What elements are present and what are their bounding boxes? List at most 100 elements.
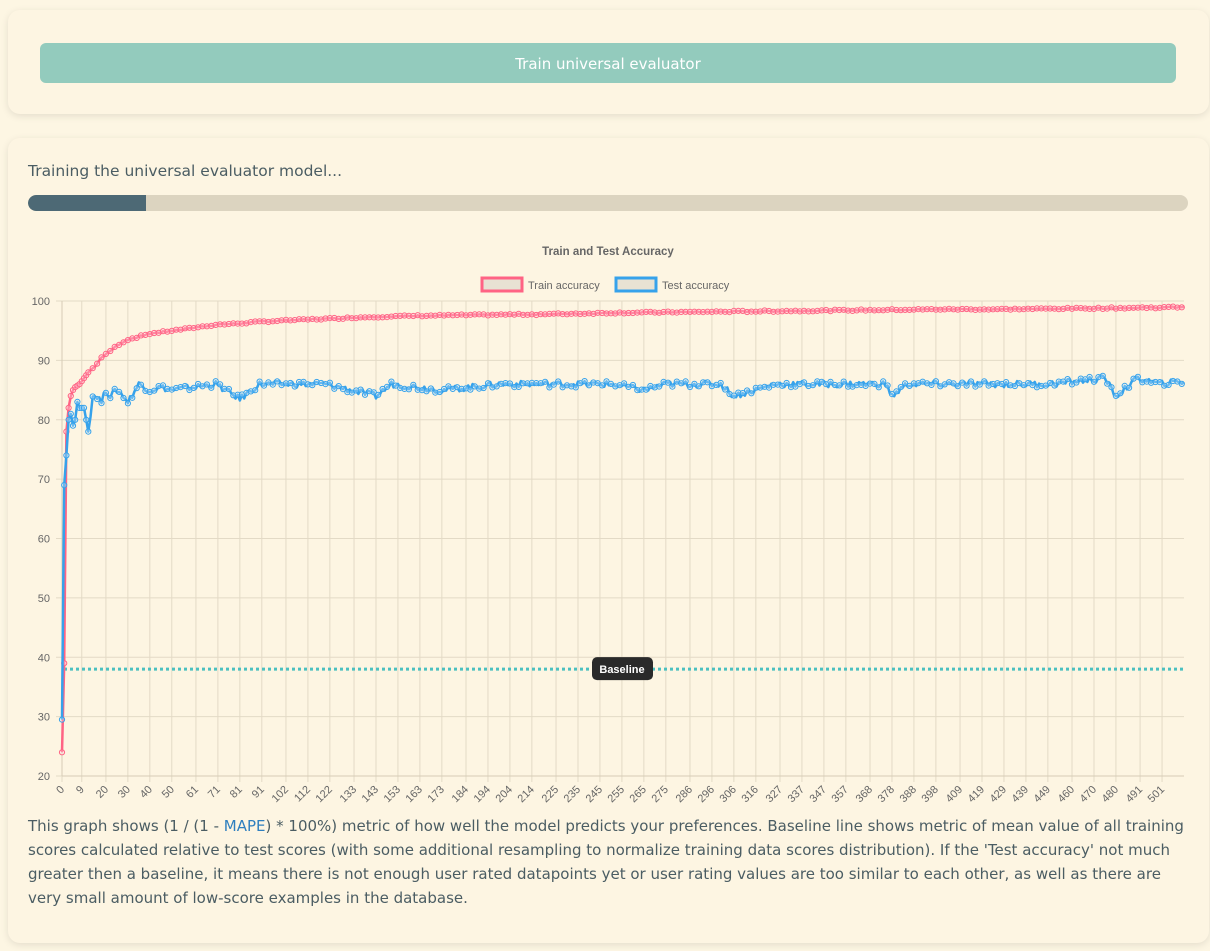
data-point bbox=[1112, 392, 1120, 399]
data-point bbox=[304, 316, 311, 323]
data-point bbox=[1156, 379, 1163, 386]
data-point bbox=[287, 317, 294, 324]
data-point bbox=[173, 326, 180, 333]
data-point bbox=[555, 310, 562, 317]
data-point bbox=[976, 306, 983, 313]
data-point bbox=[787, 384, 795, 391]
data-point bbox=[1130, 304, 1137, 311]
data-point bbox=[963, 382, 970, 389]
mape-link[interactable]: MAPE bbox=[223, 817, 266, 835]
data-point bbox=[932, 378, 940, 385]
data-point bbox=[678, 308, 685, 315]
data-point bbox=[1148, 304, 1155, 311]
data-point bbox=[735, 307, 742, 314]
data-point bbox=[383, 383, 391, 390]
data-point bbox=[888, 306, 896, 313]
data-point bbox=[1055, 306, 1062, 313]
data-point bbox=[1161, 382, 1168, 389]
data-point bbox=[401, 312, 408, 319]
data-point bbox=[186, 324, 193, 331]
data-point bbox=[739, 307, 746, 314]
data-point bbox=[555, 378, 562, 385]
train-universal-evaluator-button[interactable]: Train universal evaluator bbox=[40, 43, 1176, 83]
data-point bbox=[506, 311, 513, 318]
data-point bbox=[370, 314, 377, 321]
baseline-annotation: Baseline bbox=[64, 657, 1184, 681]
data-point bbox=[845, 307, 852, 314]
data-point bbox=[357, 386, 364, 393]
data-point bbox=[673, 309, 680, 316]
data-point bbox=[432, 389, 439, 396]
data-point bbox=[366, 388, 373, 395]
data-point bbox=[339, 386, 347, 393]
x-axis-ticks: 0 9 20 30 40 50 61 71 81 91 102 112 122 133 143 153 163 1… bbox=[54, 784, 1167, 805]
data-point bbox=[809, 308, 817, 315]
data-point bbox=[252, 318, 259, 325]
data-point bbox=[629, 309, 637, 317]
data-point bbox=[840, 378, 847, 385]
data-point bbox=[845, 383, 852, 390]
y-tick-label: 20 bbox=[38, 771, 50, 783]
data-point bbox=[397, 312, 404, 319]
data-point bbox=[520, 380, 527, 387]
data-point bbox=[94, 395, 101, 403]
data-point bbox=[559, 311, 566, 318]
data-point bbox=[1139, 304, 1146, 311]
data-point bbox=[1007, 306, 1014, 313]
x-tick-label: 122 bbox=[314, 784, 335, 805]
x-tick-label: 409 bbox=[944, 784, 965, 805]
data-point bbox=[682, 308, 689, 315]
data-point bbox=[840, 306, 847, 313]
data-point bbox=[691, 308, 698, 315]
data-point bbox=[67, 410, 74, 417]
data-point bbox=[476, 385, 483, 392]
data-point bbox=[1003, 379, 1010, 386]
data-point bbox=[1117, 390, 1124, 397]
data-point bbox=[779, 308, 786, 315]
data-point bbox=[669, 309, 676, 316]
x-tick-label: 388 bbox=[898, 784, 919, 805]
data-point bbox=[212, 321, 219, 328]
data-point bbox=[269, 318, 276, 325]
data-point bbox=[304, 381, 311, 388]
data-point bbox=[383, 314, 391, 321]
data-point bbox=[405, 312, 412, 319]
data-point bbox=[177, 384, 184, 391]
data-point bbox=[287, 379, 294, 387]
data-point bbox=[296, 378, 303, 386]
data-point bbox=[862, 307, 869, 314]
data-point bbox=[419, 387, 426, 394]
data-point bbox=[827, 378, 834, 385]
data-point bbox=[981, 306, 988, 313]
data-point bbox=[985, 306, 992, 313]
data-point bbox=[585, 310, 593, 317]
data-point bbox=[1090, 305, 1098, 312]
data-point bbox=[568, 383, 575, 390]
data-point bbox=[902, 380, 909, 387]
data-point bbox=[322, 315, 329, 322]
data-point bbox=[849, 307, 856, 314]
baseline-label-box bbox=[592, 657, 653, 681]
data-point bbox=[546, 384, 553, 391]
data-point bbox=[748, 308, 755, 315]
data-point bbox=[366, 314, 373, 321]
x-tick-label: 173 bbox=[426, 784, 447, 805]
data-point bbox=[906, 306, 913, 313]
data-point bbox=[739, 390, 746, 397]
x-tick-label: 91 bbox=[250, 784, 267, 801]
data-point bbox=[203, 323, 210, 330]
data-point bbox=[634, 387, 641, 394]
data-point bbox=[313, 316, 320, 323]
x-tick-label: 133 bbox=[338, 784, 359, 805]
series-line bbox=[60, 374, 1185, 720]
data-point bbox=[102, 350, 110, 357]
data-point bbox=[1060, 305, 1067, 312]
baseline-label: Baseline bbox=[599, 664, 644, 676]
data-point bbox=[563, 311, 571, 318]
x-tick-label: 40 bbox=[138, 784, 155, 801]
data-point bbox=[735, 389, 742, 396]
data-point bbox=[1090, 378, 1098, 385]
data-point bbox=[831, 381, 839, 389]
data-point bbox=[1064, 376, 1071, 383]
data-point bbox=[858, 381, 865, 388]
